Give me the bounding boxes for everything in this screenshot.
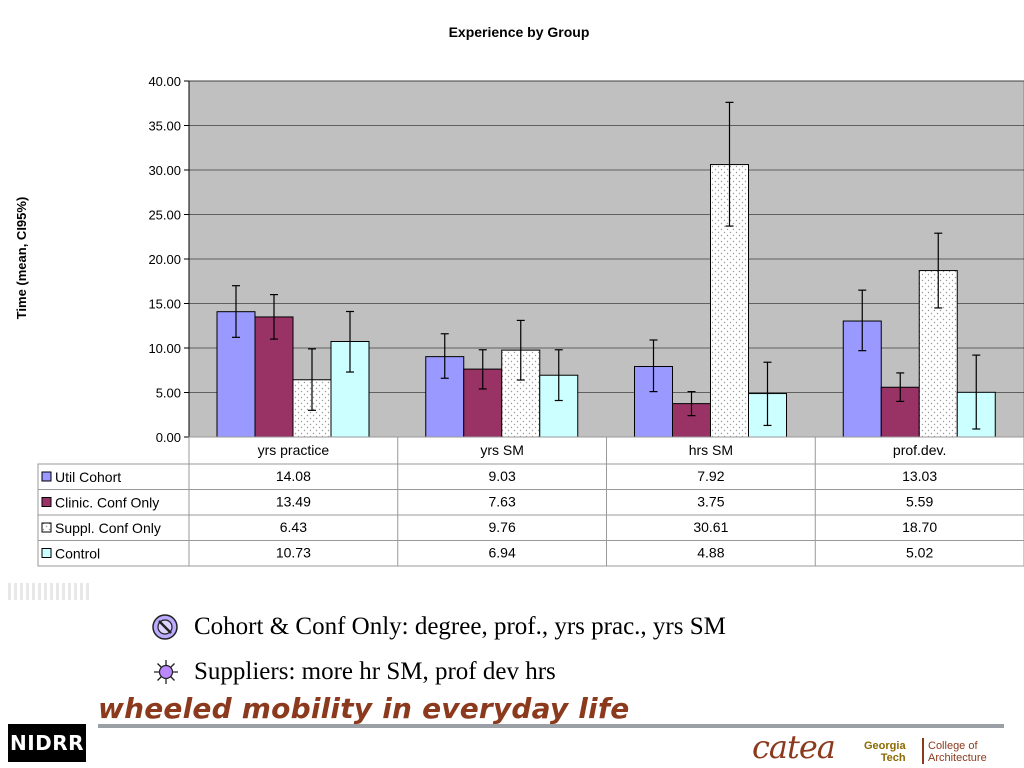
gt-line2: Tech xyxy=(880,752,906,764)
y-tick-label: 35.00 xyxy=(148,119,181,134)
data-label: 7.92 xyxy=(697,468,724,484)
logo-separator xyxy=(922,738,924,764)
decor-stripe xyxy=(20,583,23,600)
decor-stripe xyxy=(8,583,11,600)
data-label: 7.63 xyxy=(489,494,516,510)
y-tick-label: 40.00 xyxy=(148,74,181,89)
data-label: 5.59 xyxy=(906,494,933,510)
legend-entry: Util Cohort xyxy=(55,469,121,485)
catea-logo: catea xyxy=(752,728,836,766)
data-label: 30.61 xyxy=(693,519,728,535)
decor-stripe xyxy=(86,583,89,600)
y-tick-label: 5.00 xyxy=(156,386,181,401)
decor-stripe xyxy=(80,583,83,600)
legend-entry: Clinic. Conf Only xyxy=(55,495,159,511)
sun-burst-icon xyxy=(154,660,178,684)
y-tick-label: 10.00 xyxy=(148,341,181,356)
legend-entry: Suppl. Conf Only xyxy=(55,520,161,536)
legend-swatch xyxy=(41,497,52,507)
coa-line1: College of xyxy=(928,740,978,752)
legend-entry: Control xyxy=(55,546,100,562)
data-label: 9.03 xyxy=(489,468,516,484)
no-entry-icon xyxy=(152,614,178,640)
georgia-tech-logo: Georgia Tech xyxy=(864,740,906,764)
x-category-label: prof.dev. xyxy=(893,442,946,458)
gt-line1: Georgia xyxy=(864,740,906,752)
footer-rule xyxy=(98,724,1004,728)
decor-stripe xyxy=(56,583,59,600)
bullet-item: Cohort & Conf Only: degree, prof., yrs p… xyxy=(150,612,726,642)
y-tick-label: 25.00 xyxy=(148,208,181,223)
coa-line2: Architecture xyxy=(928,752,987,764)
y-tick-label: 30.00 xyxy=(148,163,181,178)
y-tick-label: 15.00 xyxy=(148,297,181,312)
legend-swatch xyxy=(41,471,52,482)
decor-stripe xyxy=(68,583,71,600)
bullet-text: Cohort & Conf Only: degree, prof., yrs p… xyxy=(194,613,726,640)
decor-stripe xyxy=(14,583,17,600)
y-tick-label: 20.00 xyxy=(148,252,181,267)
data-label: 3.75 xyxy=(697,494,724,510)
legend-swatch xyxy=(41,548,52,558)
data-label: 18.70 xyxy=(902,519,937,535)
experience-chart: Experience by Group Time (mean, CI95%) 0… xyxy=(8,24,1024,600)
data-label: 10.73 xyxy=(276,545,311,561)
data-label: 9.76 xyxy=(489,519,516,535)
data-label: 13.49 xyxy=(276,494,311,510)
bullet-text: Suppliers: more hr SM, prof dev hrs xyxy=(194,658,556,685)
chart-title: Experience by Group xyxy=(449,24,590,40)
data-label: 13.03 xyxy=(902,468,937,484)
decor-stripe xyxy=(26,583,29,600)
decor-stripe xyxy=(74,583,77,600)
data-label: 6.43 xyxy=(280,519,307,535)
y-axis-label: Time (mean, CI95%) xyxy=(14,197,29,320)
bar xyxy=(330,341,370,438)
data-label: 5.02 xyxy=(906,545,933,561)
nidrr-logo-text: NIDRR xyxy=(9,731,85,755)
data-label: 4.88 xyxy=(697,545,724,561)
decor-stripe xyxy=(38,583,41,600)
nidrr-logo: NIDRR xyxy=(8,724,86,762)
decor-stripe xyxy=(62,583,65,600)
x-category-label: yrs SM xyxy=(480,442,524,458)
data-label: 6.94 xyxy=(489,545,516,561)
x-category-label: yrs practice xyxy=(258,442,330,458)
decor-stripe xyxy=(50,583,53,600)
y-tick-label: 0.00 xyxy=(156,430,181,445)
bullet-item: Suppliers: more hr SM, prof dev hrs xyxy=(152,658,556,686)
x-category-label: hrs SM xyxy=(689,442,733,458)
footer-tagline: wheeled mobility in everyday life xyxy=(98,692,630,725)
decor-stripe xyxy=(32,583,35,600)
college-of-architecture-logo: College of Architecture xyxy=(928,740,987,764)
data-label: 14.08 xyxy=(276,468,311,484)
decor-stripe xyxy=(44,583,47,600)
legend-swatch xyxy=(41,522,52,533)
